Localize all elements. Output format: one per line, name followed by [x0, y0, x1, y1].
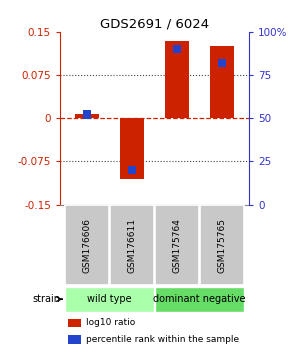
Bar: [68, 335, 81, 344]
Bar: [68, 319, 81, 327]
Bar: [218, 59, 226, 67]
Bar: [165, 40, 189, 118]
Bar: [110, 205, 154, 285]
Text: wild type: wild type: [87, 294, 132, 304]
Bar: [200, 205, 244, 285]
Text: log10 ratio: log10 ratio: [86, 318, 136, 327]
Bar: [210, 46, 234, 118]
Bar: [155, 205, 199, 285]
Bar: [65, 205, 109, 285]
Bar: [83, 110, 91, 119]
Bar: [120, 118, 144, 179]
Text: percentile rank within the sample: percentile rank within the sample: [86, 335, 240, 344]
Text: dominant negative: dominant negative: [153, 294, 246, 304]
Title: GDS2691 / 6024: GDS2691 / 6024: [100, 18, 209, 31]
Bar: [65, 287, 154, 312]
Bar: [173, 45, 181, 53]
Bar: [155, 287, 244, 312]
Text: GSM175765: GSM175765: [218, 218, 226, 273]
Text: strain: strain: [33, 294, 61, 304]
Text: GSM176611: GSM176611: [128, 218, 136, 273]
Text: GSM175764: GSM175764: [172, 218, 182, 273]
Text: GSM176606: GSM176606: [82, 218, 91, 273]
Bar: [75, 114, 99, 118]
Bar: [128, 166, 136, 175]
